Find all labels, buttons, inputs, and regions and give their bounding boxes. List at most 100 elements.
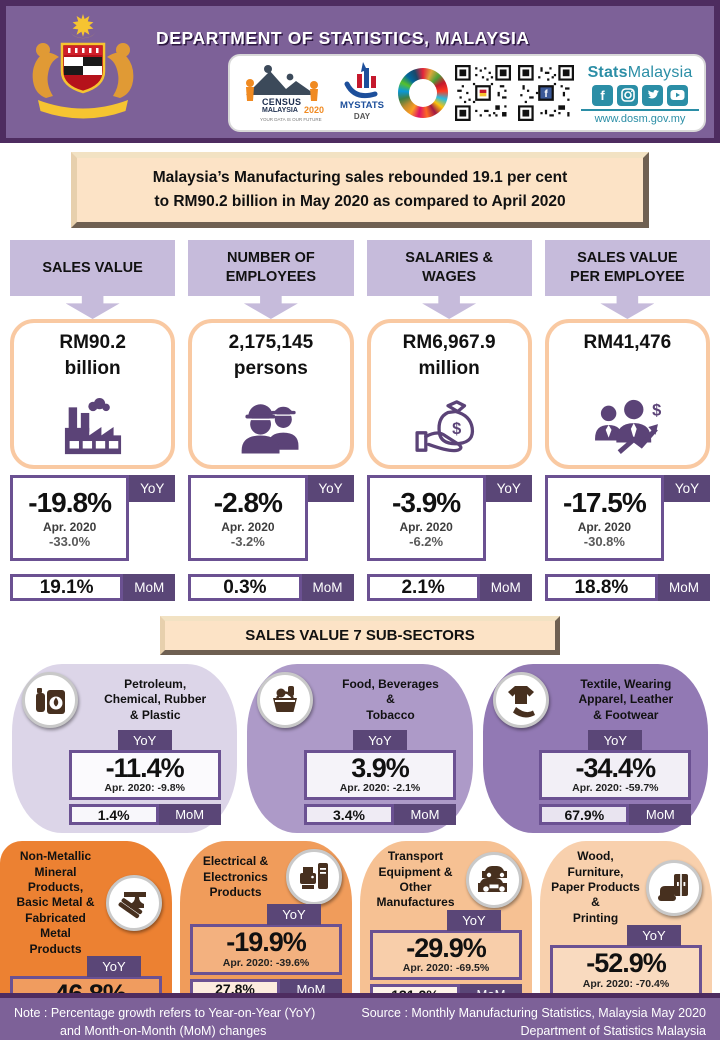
yoy-block: -19.8% Apr. 2020 -33.0% YoY <box>10 475 176 562</box>
kpi-value: 2,175,145 persons <box>228 332 314 379</box>
metal-products-icon <box>106 875 162 932</box>
yoy-tag: YoY <box>447 909 501 931</box>
logo-strip: CENSUS MALAYSIA 2020 YOUR DATA IS OUR FU… <box>228 54 706 132</box>
mystats-day-logo: MYSTATS DAY <box>333 60 391 126</box>
yoy-tag: YoY <box>129 475 176 503</box>
yoy-tag: YoY <box>352 730 407 752</box>
yoy-box: -34.4% Apr. 2020: -59.7% <box>539 750 692 801</box>
mom-value: 2.1% <box>366 574 480 602</box>
subsector-name: Transport Equipment & Other Manufactures <box>376 849 455 910</box>
subsector-petroleum-chemical: Petroleum, Chemical, Rubber & Plastic Yo… <box>12 664 238 834</box>
cars-icon <box>466 852 522 909</box>
prev-month-value: Apr. 2020: -70.4% <box>582 977 670 990</box>
mom-tag: MoM <box>479 574 532 602</box>
yoy-value: -17.5% <box>563 487 647 519</box>
arrow-down-icon <box>600 296 655 320</box>
footer-note: Note : Percentage growth refers to Year-… <box>14 1006 316 1039</box>
electronics-icon <box>286 849 342 906</box>
headline-banner: Malaysia’s Manufacturing sales rebounded… <box>71 152 649 229</box>
kpi-value: RM90.2 billion <box>59 332 126 379</box>
yoy-tag: YoY <box>267 904 321 926</box>
facebook-icon[interactable]: f <box>592 84 613 106</box>
kpi-card: RM41,476 $ <box>544 319 710 470</box>
subsector-name: Textile, Wearing Apparel, Leather & Foot… <box>578 676 674 722</box>
instagram-icon[interactable] <box>617 84 638 106</box>
prev-month-value: Apr. 2020: -59.7% <box>572 782 659 795</box>
prev-month-label: Apr. 2020 <box>577 520 632 535</box>
prev-month-value: -3.2% <box>230 534 265 550</box>
subsector-wood-furniture-paper: Wood, Furniture, Paper Products & Printi… <box>540 841 712 1040</box>
qr-code-dosm-icon[interactable] <box>455 65 511 121</box>
qr-code-facebook-icon[interactable]: f <box>518 65 574 121</box>
mom-value: 3.4% <box>303 804 394 826</box>
prev-month-value: Apr. 2020: -39.6% <box>222 956 310 969</box>
yoy-value: -34.4% <box>575 753 657 784</box>
header: DEPARTMENT OF STATISTICS, MALAYSIA CENSU… <box>0 0 720 143</box>
social-links: f <box>592 84 688 106</box>
svg-text:$: $ <box>452 420 461 438</box>
yoy-box: -19.9% Apr. 2020: -39.6% <box>190 924 342 975</box>
mom-block: 18.8% MoM <box>544 574 710 602</box>
subsector-name: Non-Metallic Mineral Products, Basic Met… <box>16 849 95 956</box>
prev-month-value: Apr. 2020: -9.8% <box>104 782 185 795</box>
mom-value: 0.3% <box>188 574 302 602</box>
yoy-value: -19.9% <box>226 927 307 958</box>
yoy-value: -29.9% <box>406 932 487 963</box>
yoy-box: -52.9% Apr. 2020: -70.4% <box>550 945 702 996</box>
yoy-tag: YoY <box>664 475 710 503</box>
mom-block: 67.9% MoM <box>539 804 692 826</box>
youtube-icon[interactable] <box>667 84 688 106</box>
yoy-value: -52.9% <box>586 948 667 979</box>
prev-month-label: Apr. 2020 <box>42 520 97 535</box>
workers-icon <box>235 398 307 461</box>
yoy-value: -2.8% <box>213 487 283 519</box>
mom-tag: MoM <box>123 574 176 602</box>
kpi-card: 2,175,145 persons <box>188 319 354 470</box>
mom-block: 19.1% MoM <box>10 574 176 602</box>
website-link[interactable]: www.dosm.gov.my <box>581 108 699 125</box>
brand-wordmark: StatsMalaysia <box>587 63 693 81</box>
kpi-title: SALES VALUE <box>10 240 176 297</box>
stats-malaysia-brand: StatsMalaysia f <box>581 62 699 125</box>
footer-source: Source : Monthly Manufacturing Statistic… <box>361 1006 706 1039</box>
businessmen-growth-icon: $ <box>588 396 666 461</box>
subsector-textile-apparel: Textile, Wearing Apparel, Leather & Foot… <box>482 664 708 834</box>
kpi-card: RM6,967.9 million $ <box>366 319 532 470</box>
kpi-title: SALES VALUE PER EMPLOYEE <box>544 240 710 297</box>
yoy-box: -11.4% Apr. 2020: -9.8% <box>68 750 221 801</box>
arrow-down-icon <box>422 296 477 320</box>
subsector-food-beverages: Food, Beverages & Tobacco YoY 3.9% Apr. … <box>247 664 473 834</box>
prev-month-value: -6.2% <box>409 534 444 550</box>
mom-tag: MoM <box>393 804 456 826</box>
yoy-tag: YoY <box>485 475 532 503</box>
mom-tag: MoM <box>301 574 354 602</box>
yoy-tag: YoY <box>307 475 354 503</box>
yoy-box: -29.9% Apr. 2020: -69.5% <box>370 929 522 981</box>
yoy-value: -19.8% <box>28 487 112 519</box>
yoy-box: -19.8% Apr. 2020 -33.0% <box>10 475 130 562</box>
mom-block: 3.4% MoM <box>303 804 456 826</box>
kpi-card: RM90.2 billion <box>10 319 176 470</box>
food-basket-icon <box>257 672 314 729</box>
yoy-value: 3.9% <box>351 753 410 784</box>
sdg-goals-logo <box>398 68 448 118</box>
yoy-value: -11.4% <box>105 753 185 784</box>
yoy-value: -3.9% <box>392 487 461 519</box>
yoy-tag: YoY <box>627 925 681 947</box>
mom-tag: MoM <box>158 804 221 826</box>
kpi-section: SALES VALUE RM90.2 billion <box>0 228 720 602</box>
twitter-icon[interactable] <box>642 84 663 106</box>
kpi-value: RM41,476 <box>583 332 672 354</box>
yoy-tag: YoY <box>588 730 643 752</box>
mom-value: 19.1% <box>10 574 124 602</box>
mom-block: 0.3% MoM <box>188 574 354 602</box>
kpi-value: RM6,967.9 million <box>402 332 496 379</box>
mom-block: 1.4% MoM <box>68 804 221 826</box>
subsector-name: Petroleum, Chemical, Rubber & Plastic <box>104 676 207 722</box>
money-bag-hand-icon: $ <box>409 398 489 461</box>
subsector-name: Wood, Furniture, Paper Products & Printi… <box>551 849 640 925</box>
subsector-row-top: Petroleum, Chemical, Rubber & Plastic Yo… <box>0 662 720 837</box>
census-2020-logo: CENSUS MALAYSIA 2020 YOUR DATA IS OUR FU… <box>238 61 326 125</box>
yoy-block: -17.5% Apr. 2020 -30.8% YoY <box>544 475 710 562</box>
prev-month-value: Apr. 2020: -2.1% <box>339 782 421 795</box>
